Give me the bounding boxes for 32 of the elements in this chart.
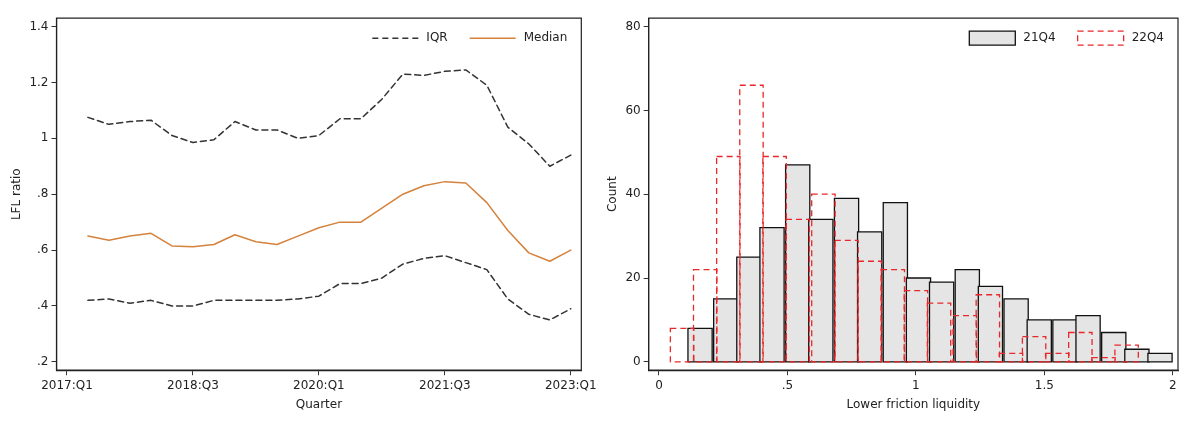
x-axis-title: Lower friction liquidity [846,396,981,411]
y-tick-label: 1 [40,130,49,145]
line-series [87,69,572,168]
line-series [87,254,572,321]
y-tick-label: .2 [37,353,49,368]
x-tick-label: 2021:Q3 [419,377,471,392]
legend-label: 22Q4 [1131,30,1165,45]
x-tick-label: 2020:Q1 [293,377,345,392]
y-tick-label: 1.2 [29,74,49,89]
y-tick-label: .8 [37,186,49,201]
y-tick-label: .4 [37,298,49,313]
y-tick-label: 20 [625,270,641,285]
y-tick-label: 80 [625,18,641,33]
x-tick-label: 1 [912,377,920,392]
y-tick-label: 40 [625,186,641,201]
x-tick-label: 0 [655,377,663,392]
legend-label: Median [523,30,568,45]
x-tick-label: 2018:Q3 [167,377,219,392]
legend-label: IQR [426,30,448,45]
x-tick-label: 2023:Q1 [544,377,597,392]
x-axis-title: Quarter [295,396,343,411]
legend-label: 21Q4 [1023,30,1056,45]
y-axis-title: LFL ratio [9,168,24,221]
y-tick-label: .6 [37,242,49,257]
x-tick-label: .5 [781,377,794,392]
x-tick-label: 1.5 [1034,377,1054,392]
x-tick-label: 2017:Q1 [41,377,93,392]
y-tick-label: 60 [625,102,641,117]
y-tick-label: 1.4 [29,18,49,33]
y-tick-label: 0 [633,353,641,368]
x-tick-label: 2 [1169,377,1177,392]
y-axis-title: Count [605,176,620,213]
